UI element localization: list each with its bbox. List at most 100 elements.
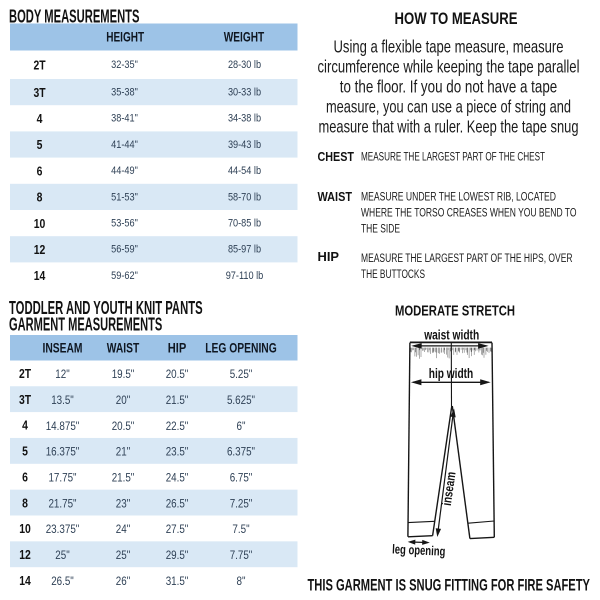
svg-text:44-49": 44-49": [111, 165, 138, 177]
svg-text:21.75": 21.75": [48, 496, 76, 510]
svg-text:7.75": 7.75": [230, 548, 253, 562]
svg-text:12": 12": [55, 367, 69, 381]
svg-text:THE BUTTOCKS: THE BUTTOCKS: [361, 269, 425, 281]
svg-text:5.625": 5.625": [227, 393, 255, 407]
svg-text:70-85 lb: 70-85 lb: [228, 218, 261, 230]
svg-text:6.75": 6.75": [230, 471, 253, 485]
svg-text:38-41": 38-41": [111, 113, 138, 125]
svg-text:44-54 lb: 44-54 lb: [228, 165, 261, 177]
svg-text:58-70 lb: 58-70 lb: [228, 191, 261, 203]
svg-text:22.5": 22.5": [166, 419, 189, 433]
svg-text:21": 21": [116, 445, 130, 459]
svg-text:INSEAM: INSEAM: [43, 340, 83, 355]
svg-text:7.25": 7.25": [230, 496, 253, 510]
svg-text:WHERE THE TORSO CREASES WHEN Y: WHERE THE TORSO CREASES WHEN YOU BEND TO: [361, 208, 577, 220]
svg-text:23": 23": [116, 496, 130, 510]
svg-text:7.5": 7.5": [232, 522, 249, 536]
svg-text:26.5": 26.5": [166, 496, 189, 510]
svg-text:59-62": 59-62": [111, 270, 138, 282]
svg-text:8: 8: [22, 495, 28, 510]
svg-text:25": 25": [55, 548, 69, 562]
svg-text:21.5": 21.5": [112, 471, 135, 485]
svg-text:24.5": 24.5": [166, 471, 189, 485]
svg-text:20": 20": [116, 393, 130, 407]
svg-text:BODY MEASUREMENTS: BODY MEASUREMENTS: [9, 7, 140, 27]
svg-text:WEIGHT: WEIGHT: [224, 30, 265, 45]
svg-text:to the floor. If you do not h: to the floor. If you do not have a tape: [340, 77, 558, 97]
svg-text:56-59": 56-59": [111, 244, 138, 256]
svg-text:2T: 2T: [33, 57, 45, 72]
svg-text:28-30 lb: 28-30 lb: [228, 59, 261, 71]
svg-text:3T: 3T: [33, 85, 45, 100]
svg-text:53-56": 53-56": [111, 218, 138, 230]
svg-text:24": 24": [116, 522, 130, 536]
svg-text:20.5": 20.5": [112, 419, 135, 433]
svg-text:waist width: waist width: [423, 328, 479, 343]
svg-text:10: 10: [19, 521, 31, 536]
svg-text:4: 4: [22, 418, 28, 433]
svg-text:5: 5: [22, 444, 28, 459]
svg-text:LEG OPENING: LEG OPENING: [205, 340, 277, 355]
svg-text:51-53": 51-53": [111, 191, 138, 203]
svg-text:CHEST: CHEST: [318, 149, 355, 164]
svg-text:8": 8": [237, 574, 246, 588]
svg-text:5.25": 5.25": [230, 367, 253, 381]
svg-text:34-38 lb: 34-38 lb: [228, 113, 261, 125]
svg-text:MEASURE UNDER THE LOWEST RIB,: MEASURE UNDER THE LOWEST RIB, LOCATED: [361, 192, 556, 204]
svg-text:6.375": 6.375": [227, 445, 255, 459]
svg-text:14: 14: [19, 573, 31, 588]
svg-text:THE SIDE: THE SIDE: [361, 224, 400, 236]
svg-text:measure that with a ruler. Kee: measure that with a ruler. Keep the tape…: [319, 117, 579, 137]
svg-text:23.5": 23.5": [166, 445, 189, 459]
svg-text:20.5": 20.5": [166, 367, 189, 381]
svg-text:inseam: inseam: [439, 471, 459, 507]
svg-text:14.875": 14.875": [46, 419, 80, 433]
svg-text:17.75": 17.75": [48, 471, 76, 485]
svg-text:HEIGHT: HEIGHT: [106, 30, 145, 45]
svg-text:85-97 lb: 85-97 lb: [228, 244, 261, 256]
svg-text:Using a flexible tape measure,: Using a flexible tape measure, measure: [334, 37, 564, 57]
svg-text:39-43 lb: 39-43 lb: [228, 139, 261, 151]
svg-text:hip width: hip width: [429, 366, 474, 381]
svg-text:HIP: HIP: [168, 340, 187, 355]
svg-text:WAIST: WAIST: [107, 340, 140, 355]
svg-text:14: 14: [34, 268, 46, 283]
svg-text:41-44": 41-44": [111, 139, 138, 151]
svg-text:MEASURE THE LARGEST PART OF TH: MEASURE THE LARGEST PART OF THE HIPS, OV…: [361, 253, 573, 265]
svg-text:6: 6: [37, 163, 43, 178]
svg-text:29.5": 29.5": [166, 548, 189, 562]
svg-text:12: 12: [34, 242, 46, 257]
svg-text:5: 5: [37, 137, 43, 152]
svg-text:3T: 3T: [19, 392, 31, 407]
svg-text:27.5": 27.5": [166, 522, 189, 536]
svg-text:26": 26": [116, 574, 130, 588]
svg-text:30-33 lb: 30-33 lb: [228, 87, 261, 99]
svg-text:25": 25": [116, 548, 130, 562]
svg-text:23.375": 23.375": [46, 522, 80, 536]
svg-text:measure, you can use a piece o: measure, you can use a piece of string a…: [326, 97, 571, 117]
svg-text:HIP: HIP: [318, 249, 340, 264]
svg-text:THIS GARMENT IS SNUG FITTING F: THIS GARMENT IS SNUG FITTING FOR FIRE SA…: [308, 576, 591, 595]
svg-text:32-35": 32-35": [111, 59, 138, 71]
svg-text:WAIST: WAIST: [318, 189, 353, 204]
svg-text:10: 10: [34, 216, 46, 231]
svg-text:97-110 lb: 97-110 lb: [226, 270, 264, 282]
svg-text:GARMENT MEASUREMENTS: GARMENT MEASUREMENTS: [9, 314, 162, 334]
svg-text:26.5": 26.5": [51, 574, 74, 588]
svg-text:19.5": 19.5": [112, 367, 135, 381]
svg-text:MEASURE THE LARGEST PART OF TH: MEASURE THE LARGEST PART OF THE CHEST: [361, 152, 545, 164]
svg-text:12: 12: [19, 547, 31, 562]
svg-text:4: 4: [37, 111, 43, 126]
svg-text:8: 8: [37, 190, 43, 205]
svg-text:circumference while keeping th: circumference while keeping the tape par…: [318, 57, 580, 77]
svg-text:6": 6": [237, 419, 246, 433]
svg-text:16.375": 16.375": [46, 445, 80, 459]
svg-text:13.5": 13.5": [51, 393, 74, 407]
svg-text:leg opening: leg opening: [392, 541, 446, 558]
svg-text:21.5": 21.5": [166, 393, 189, 407]
svg-text:TODDLER AND YOUTH KNIT PANTS: TODDLER AND YOUTH KNIT PANTS: [9, 298, 203, 318]
svg-text:MODERATE STRETCH: MODERATE STRETCH: [395, 303, 515, 320]
svg-text:31.5": 31.5": [166, 574, 189, 588]
svg-text:35-38": 35-38": [111, 87, 138, 99]
svg-text:2T: 2T: [19, 366, 31, 381]
